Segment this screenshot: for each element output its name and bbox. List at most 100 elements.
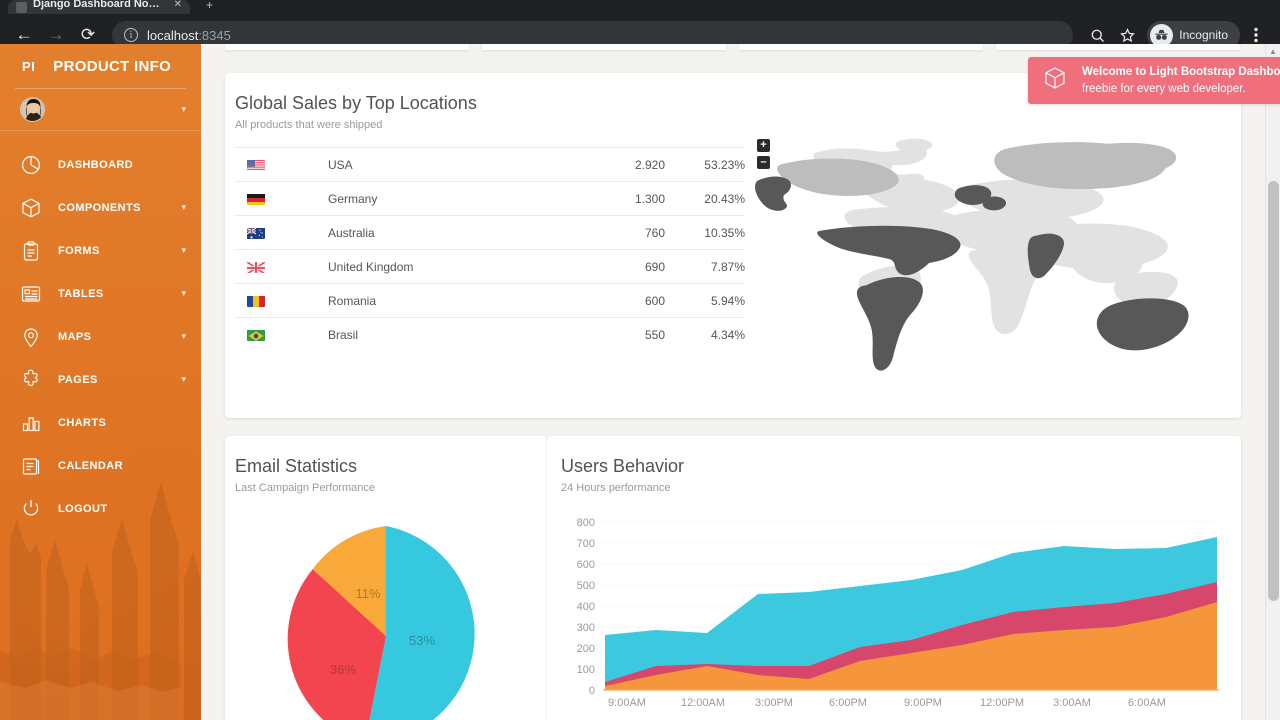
series-orange <box>605 602 1217 690</box>
country-percent: 53.23% <box>704 157 745 172</box>
table-row[interactable]: USA 2.920 53.23% <box>235 147 745 181</box>
map-zoom-out-button[interactable]: – <box>757 156 770 169</box>
card-header: Global Sales by Top Locations All produc… <box>225 73 1241 131</box>
sidebar-item-charts[interactable]: CHARTS <box>0 401 201 444</box>
map-zoom-controls: + – <box>757 139 770 169</box>
puzzle-icon <box>20 369 42 391</box>
flag-brasil <box>247 329 265 341</box>
map-country-india <box>1027 233 1065 279</box>
reload-button[interactable]: ⟳ <box>80 25 96 44</box>
area-chart-svg: 800 700 600 500 400 300 200 100 0 <box>577 517 1219 709</box>
star-icon[interactable] <box>1113 21 1141 49</box>
tab-strip: Django Dashboard Now - UI Kit ✕ + <box>0 0 1280 14</box>
area-chart[interactable]: 800 700 600 500 400 300 200 100 0 <box>547 512 1241 712</box>
sidebar-item-label: TABLES <box>58 287 104 300</box>
country-percent: 20.43% <box>704 191 745 206</box>
sidebar-nav: DASHBOARD COMPONENTS ▾ FORMS ▾ <box>0 131 201 530</box>
svg-text:100: 100 <box>577 664 595 676</box>
world-map[interactable]: + – <box>749 135 1241 435</box>
table-row[interactable]: Brasil 550 4.34% <box>235 317 745 351</box>
pie-label-11: 11% <box>355 586 380 601</box>
notification-text: Welcome to Light Bootstrap Dashboard - a… <box>1082 64 1280 97</box>
bar-chart-icon <box>20 412 42 434</box>
table-row[interactable]: Romania 600 5.94% <box>235 283 745 317</box>
map-country-alaska <box>754 176 791 211</box>
forward-button[interactable]: → <box>47 25 65 44</box>
url-text: localhost:8345 <box>147 27 231 43</box>
table-row[interactable]: Australia 760 10.35% <box>235 215 745 249</box>
scrollbar-thumb[interactable] <box>1268 181 1279 601</box>
partially-scrolled-cards <box>225 44 1240 50</box>
country-value: 1.300 <box>634 191 665 206</box>
search-icon[interactable] <box>1083 21 1111 49</box>
pie-label-36: 36% <box>330 662 356 677</box>
svg-text:9:00AM: 9:00AM <box>608 697 646 709</box>
country-percent: 5.94% <box>710 293 745 308</box>
power-icon <box>20 498 42 520</box>
map-zoom-in-button[interactable]: + <box>757 139 770 152</box>
map-country-australia <box>1096 298 1189 351</box>
table-row[interactable]: Germany 1.300 20.43% <box>235 181 745 215</box>
sidebar-item-tables[interactable]: TABLES ▾ <box>0 272 201 315</box>
country-percent: 4.34% <box>710 327 745 342</box>
pie-chart[interactable]: 53% 36% 11% <box>225 520 547 720</box>
stat-card-cut <box>482 44 726 50</box>
stat-card-cut <box>996 44 1240 50</box>
area-series <box>605 537 1217 690</box>
clipboard-icon <box>20 240 42 262</box>
welcome-notification: Welcome to Light Bootstrap Dashboard - a… <box>1028 57 1280 104</box>
pie-slice-36 <box>287 569 386 720</box>
site-info-icon[interactable]: i <box>124 28 138 42</box>
country-name: United Kingdom <box>328 259 414 274</box>
pie-slice-53 <box>369 526 475 720</box>
sidebar-background-image <box>0 482 201 720</box>
sidebar-item-components[interactable]: COMPONENTS ▾ <box>0 186 201 229</box>
sidebar-item-label: COMPONENTS <box>58 201 141 214</box>
country-percent: 10.35% <box>704 225 745 240</box>
map-pin-icon <box>20 326 42 348</box>
chevron-up-icon[interactable]: ▲ <box>1269 47 1277 56</box>
sidebar-item-label: CALENDAR <box>58 459 123 472</box>
chevron-down-icon: ▾ <box>181 331 186 341</box>
box-icon <box>1042 65 1068 96</box>
map-country-germany <box>954 185 992 205</box>
incognito-icon <box>1150 23 1174 47</box>
card-subtitle: Last Campaign Performance <box>235 482 376 494</box>
email-statistics-card: Email Statistics Last Campaign Performan… <box>225 436 547 720</box>
sidebar-logo-mark: PI <box>22 58 36 74</box>
chevron-down-icon: ▾ <box>181 374 186 384</box>
tab-title: Django Dashboard Now - UI Kit <box>33 0 168 10</box>
card-subtitle: 24 Hours performance <box>561 482 671 494</box>
svg-text:9:00PM: 9:00PM <box>904 697 942 709</box>
new-tab-button[interactable]: + <box>206 0 214 12</box>
svg-text:3:00AM: 3:00AM <box>1053 697 1091 709</box>
sidebar-item-calendar[interactable]: CALENDAR <box>0 444 201 487</box>
close-icon[interactable]: ✕ <box>173 0 182 10</box>
svg-text:12:00AM: 12:00AM <box>681 697 725 709</box>
browser-tab[interactable]: Django Dashboard Now - UI Kit ✕ <box>8 0 190 14</box>
card-body: USA 2.920 53.23% Germany 1.300 20.43% <box>225 131 1241 435</box>
table-row[interactable]: United Kingdom 690 7.87% <box>235 249 745 283</box>
card-subtitle: All products that were shipped <box>235 119 383 131</box>
country-value: 690 <box>644 259 665 274</box>
sidebar-item-logout[interactable]: LOGOUT <box>0 487 201 530</box>
sidebar-item-maps[interactable]: MAPS ▾ <box>0 315 201 358</box>
main-content: Global Sales by Top Locations All produc… <box>201 44 1280 720</box>
back-button[interactable]: ← <box>15 25 33 44</box>
sidebar-item-forms[interactable]: FORMS ▾ <box>0 229 201 272</box>
sidebar-logo[interactable]: PI PRODUCT INFO <box>0 44 201 88</box>
sidebar-item-pages[interactable]: PAGES ▾ <box>0 358 201 401</box>
card-title: Users Behavior <box>561 456 685 476</box>
page-scrollbar[interactable]: ▲ <box>1265 44 1280 720</box>
country-name: Brasil <box>328 327 359 342</box>
sidebar-item-dashboard[interactable]: DASHBOARD <box>0 143 201 186</box>
svg-text:600: 600 <box>577 559 595 571</box>
kebab-menu-icon[interactable] <box>1242 21 1270 49</box>
sidebar-logo-text: PRODUCT INFO <box>53 57 172 75</box>
flag-usa <box>247 159 265 171</box>
chevron-down-icon: ▾ <box>181 202 186 212</box>
table-icon <box>20 283 42 305</box>
incognito-label: Incognito <box>1179 28 1228 42</box>
sidebar-user-toggle[interactable]: ▾ <box>0 89 201 131</box>
